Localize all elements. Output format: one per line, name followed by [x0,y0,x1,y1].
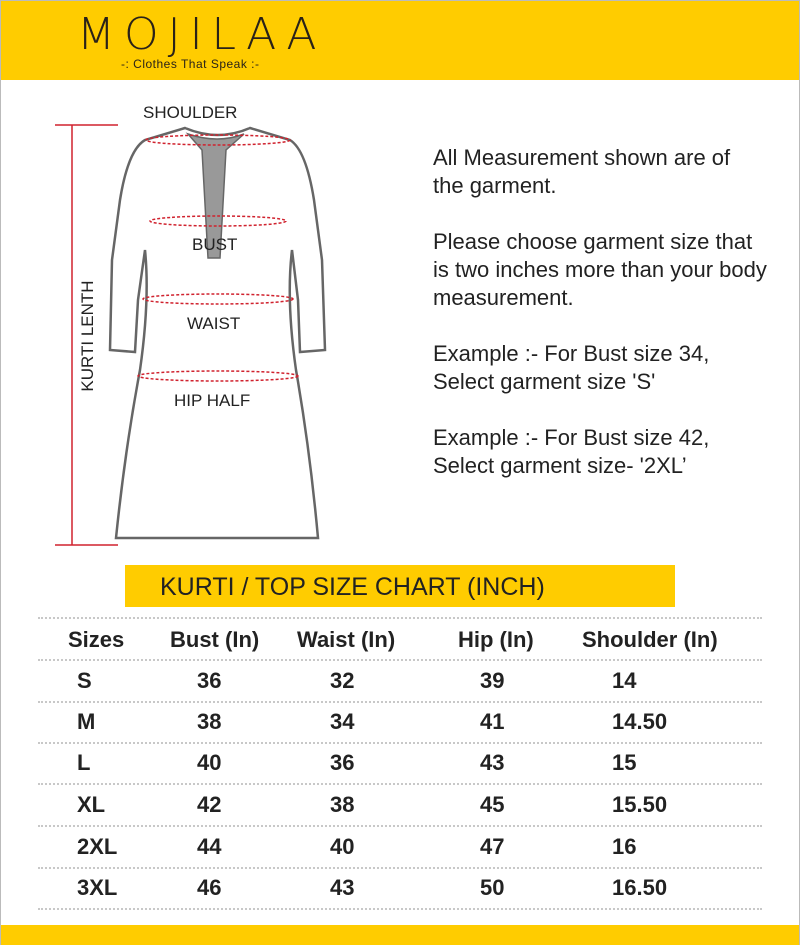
table-cell: S [77,668,92,693]
row-divider [38,617,762,619]
row-divider [38,701,762,703]
header-cell: Shoulder (In) [582,627,718,652]
table-cell: 47 [480,834,505,859]
brand-header: MOJILAA -: Clothes That Speak :- [1,1,799,80]
size-chart-title: KURTI / TOP SIZE CHART (INCH) [160,573,545,601]
table-cell: 40 [197,750,222,775]
table-cell: 40 [330,834,355,859]
footer-bar [1,925,799,945]
table-row: 3XL 46 43 50 16.50 [0,875,800,905]
waist-label: WAIST [187,314,241,333]
shoulder-label: SHOULDER [143,103,238,122]
length-label: KURTI LENTH [78,280,97,392]
table-cell: 16.50 [612,875,668,900]
header-cell: Waist (In) [297,627,396,652]
row-divider [38,908,762,910]
info-paragraph: Please choose garment size that is two i… [433,229,767,310]
table-cell: 32 [330,668,355,693]
table-cell: 46 [197,875,222,900]
table-cell: L [77,750,91,775]
row-divider [38,742,762,744]
row-divider [38,783,762,785]
header-cell: Hip (In) [458,627,534,652]
header-cell: Bust (In) [170,627,260,652]
bust-label: BUST [192,235,238,254]
table-cell: 34 [330,709,355,734]
table-cell: 42 [197,792,222,817]
table-cell: 43 [480,750,505,775]
hip-label: HIP HALF [174,391,251,410]
length-measure-line [55,124,118,546]
neck-placket [185,132,245,259]
table-row: M 38 34 41 14.50 [0,709,800,739]
table-cell: 50 [480,875,505,900]
header-cell: Sizes [68,627,125,652]
table-cell: M [77,709,96,734]
table-cell: XL [77,792,106,817]
brand-logo: MOJILAA [77,9,326,60]
table-cell: 45 [480,792,505,817]
table-row: XL 42 38 45 15.50 [0,792,800,822]
row-divider [38,659,762,661]
table-cell: 14 [612,668,637,693]
table-cell: 43 [330,875,355,900]
table-cell: 15.50 [612,792,668,817]
table-row: S 36 32 39 14 [0,668,800,698]
table-cell: 44 [197,834,222,859]
table-row: 2XL 44 40 47 16 [0,834,800,864]
size-chart-banner: KURTI / TOP SIZE CHART (INCH) [125,565,675,607]
table-cell: 36 [197,668,222,693]
table-cell: 15 [612,750,637,775]
table-cell: 38 [330,792,355,817]
table-cell: 3XL [77,875,118,900]
kurti-outline [108,126,327,540]
row-divider [38,825,762,827]
table-cell: 16 [612,834,637,859]
info-paragraph: Example :- For Bust size 34, Select garm… [433,341,710,394]
brand-tagline: -: Clothes That Speak :- [121,57,260,71]
table-row: L 40 36 43 15 [0,750,800,780]
measure-ellipses [137,134,299,382]
row-divider [38,867,762,869]
table-cell: 39 [480,668,505,693]
measurement-instructions: All Measurement shown are of the garment… [433,144,773,508]
table-cell: 2XL [77,834,118,859]
table-cell: 14.50 [612,709,668,734]
table-cell: 36 [330,750,355,775]
kurti-diagram [55,124,327,546]
table-cell: 38 [197,709,222,734]
info-paragraph: Example :- For Bust size 42, Select garm… [433,425,710,478]
info-paragraph: All Measurement shown are of the garment… [433,145,731,198]
table-header-row: Sizes Bust (In) Waist (In) Hip (In) Shou… [0,627,800,657]
table-cell: 41 [480,709,505,734]
